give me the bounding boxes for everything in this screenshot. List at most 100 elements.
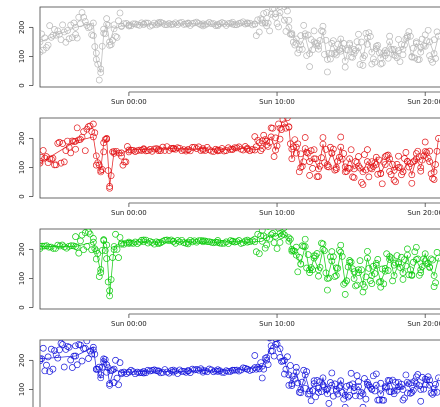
data-point: [395, 47, 402, 54]
data-point: [182, 368, 190, 376]
data-point: [205, 18, 213, 26]
data-point: [176, 366, 184, 374]
data-point: [127, 146, 135, 154]
data-point: [103, 15, 111, 22]
data-point: [163, 143, 171, 151]
data-point: [387, 254, 395, 262]
data-point: [195, 20, 203, 27]
data-point: [432, 161, 439, 168]
data-point: [103, 241, 111, 249]
data-point: [287, 362, 294, 369]
data-point: [292, 251, 300, 259]
data-point: [258, 237, 266, 245]
data-point: [426, 381, 433, 389]
data-point: [334, 264, 342, 272]
data-point: [426, 376, 433, 384]
data-point: [401, 41, 408, 49]
data-point: [60, 28, 68, 36]
data-point: [267, 133, 275, 141]
data-point: [429, 256, 436, 264]
data-point: [337, 143, 345, 151]
data-point: [359, 168, 367, 176]
data-point: [122, 158, 130, 166]
data-point: [417, 269, 425, 277]
data-point: [346, 155, 353, 163]
series-markers: [40, 0, 440, 84]
data-point: [417, 48, 425, 56]
data-point: [324, 161, 331, 168]
data-point: [220, 20, 228, 27]
data-point: [301, 371, 309, 379]
data-point: [94, 159, 102, 167]
data-point: [306, 50, 313, 57]
data-point: [329, 253, 337, 261]
data-point: [361, 151, 368, 158]
data-point: [129, 146, 137, 154]
data-point: [355, 162, 362, 170]
data-point: [244, 144, 251, 152]
data-point: [46, 22, 54, 29]
data-point: [396, 58, 404, 66]
data-point: [199, 238, 207, 246]
data-point: [97, 167, 105, 174]
data-point: [427, 255, 435, 263]
data-point: [395, 35, 402, 43]
data-point: [368, 272, 376, 279]
data-point: [60, 363, 68, 371]
data-point: [430, 50, 438, 57]
data-point: [409, 44, 417, 52]
data-point: [318, 388, 325, 396]
data-point: [268, 0, 274, 4]
data-point: [392, 259, 399, 267]
data-point: [355, 153, 362, 160]
data-point: [70, 19, 78, 27]
data-point: [341, 168, 349, 176]
data-point: [41, 242, 48, 250]
data-point: [377, 390, 385, 398]
data-point: [404, 389, 411, 397]
data-point: [384, 267, 392, 274]
data-point: [285, 234, 293, 242]
data-point: [85, 24, 92, 32]
data-point: [197, 237, 205, 244]
data-point: [315, 173, 322, 180]
data-point: [415, 56, 423, 63]
data-point: [417, 164, 425, 171]
data-point: [163, 21, 171, 29]
x-tick-label: Sun 00:00: [111, 98, 147, 106]
data-point: [169, 368, 177, 376]
data-point: [322, 386, 330, 394]
data-point: [138, 19, 145, 27]
data-point: [258, 229, 266, 234]
data-point: [341, 63, 349, 71]
data-point: [184, 20, 192, 27]
data-point: [315, 165, 322, 173]
data-point: [282, 27, 290, 35]
data-point: [62, 38, 70, 46]
data-point: [72, 352, 79, 360]
data-point: [346, 259, 353, 266]
data-point: [327, 253, 334, 261]
data-point: [337, 248, 345, 256]
data-point: [244, 365, 251, 373]
data-point: [75, 249, 83, 257]
data-point: [310, 380, 318, 387]
data-point: [412, 256, 420, 263]
data-point: [343, 277, 351, 285]
data-point: [125, 146, 133, 154]
data-point: [359, 390, 367, 398]
data-point: [95, 76, 103, 84]
data-point: [72, 243, 79, 250]
data-point: [91, 245, 99, 253]
data-point: [118, 369, 125, 376]
data-point: [263, 9, 271, 16]
data-point: [399, 45, 407, 53]
data-point: [57, 159, 65, 167]
data-point: [430, 36, 438, 44]
data-point: [306, 172, 313, 179]
data-point: [110, 21, 118, 29]
data-point: [124, 143, 131, 150]
data-point: [409, 386, 417, 394]
data-point: [374, 42, 382, 49]
